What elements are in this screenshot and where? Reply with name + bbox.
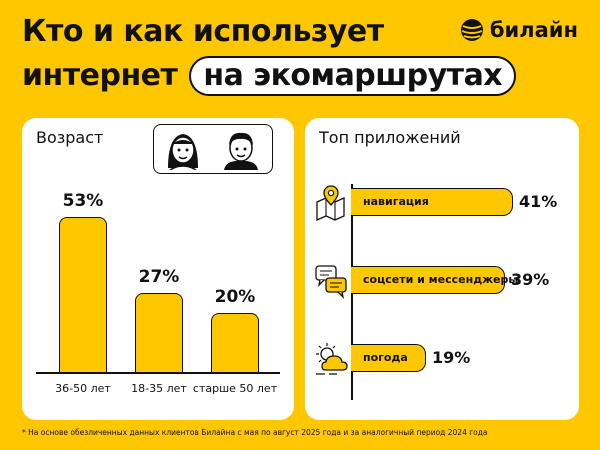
title-highlight-pill: на экомаршрутах [189,56,517,96]
app-row-weather: погода 19% [305,338,579,378]
age-bar-over-50 [211,313,259,372]
footnote: * На основе обезличенных данных клиентов… [22,428,488,437]
app-bar-label: навигация [363,195,429,208]
app-bar-weather: погода [351,344,426,372]
age-card-title: Возраст [36,128,104,147]
title-line-2: интернет на экомаршрутах [22,54,517,98]
page-title: Кто и как использует интернет на экомарш… [22,10,517,98]
age-bar-value-label: 53% [62,191,104,211]
faces-illustration [153,124,273,174]
brand-logo: билайн [460,18,578,42]
title-line-1: Кто и как использует [22,14,384,49]
apps-card: Топ приложений навигация 41% соцсети и м… [305,118,579,420]
app-bar-navigation: навигация [351,188,513,216]
beeline-logo-icon [460,19,483,41]
age-bar-18-35 [135,293,183,372]
chat-bubbles-icon [315,265,347,299]
age-card: Возраст 53% 27% 20% 36-50 лет 18-35 лет … [22,118,294,420]
age-chart-baseline [36,372,280,374]
age-bar-36-50 [59,217,107,372]
app-bar-value-label: 39% [511,270,550,289]
man-face-icon [224,132,258,170]
app-bar-value-label: 41% [519,192,558,211]
age-bar-value-label: 27% [138,267,180,287]
age-bar-value-label: 20% [214,287,256,307]
apps-card-title: Топ приложений [319,128,461,147]
weather-icon [316,343,348,375]
brand-name: билайн [489,18,578,42]
title-line-2-prefix: интернет [22,58,178,93]
age-category-label: старше 50 лет [192,382,278,395]
map-pin-icon [316,185,345,222]
app-bar-label: соцсети и мессенджеры [363,273,519,286]
age-category-label: 18-35 лет [131,382,187,395]
app-row-social: соцсети и мессенджеры 39% [305,260,579,300]
app-row-navigation: навигация 41% [305,182,579,222]
app-bar-social: соцсети и мессенджеры [351,266,518,294]
app-bar-value-label: 19% [432,348,471,367]
woman-face-icon [168,134,198,170]
app-bar-label: погода [363,351,408,364]
age-category-label: 36-50 лет [55,382,111,395]
